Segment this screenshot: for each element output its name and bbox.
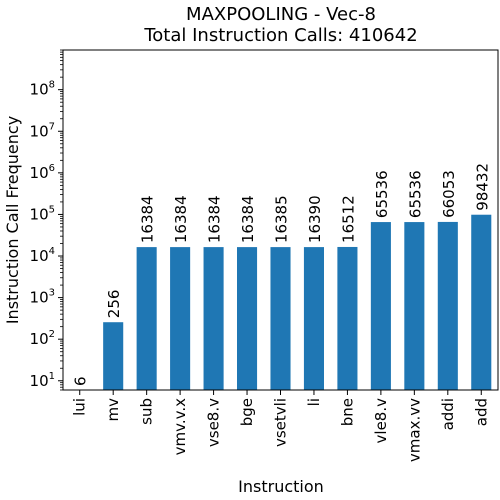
x-tick-label: bge <box>238 398 256 426</box>
x-tick-label: vmv.v.x <box>171 398 189 455</box>
data-label: 16384 <box>206 195 224 243</box>
bar-vle8.v <box>370 222 391 390</box>
y-tick-label: 101 <box>30 371 55 390</box>
x-tick-label: mv <box>104 398 122 422</box>
chart-title: MAXPOOLING - Vec-8 <box>186 4 376 25</box>
x-tick-label: vmax.vv <box>405 398 423 462</box>
data-label: 65536 <box>406 170 424 218</box>
data-label: 16512 <box>339 195 357 243</box>
data-label: 98432 <box>473 163 491 211</box>
x-tick-label: vse8.v <box>205 398 223 447</box>
y-tick-label: 107 <box>30 121 55 140</box>
data-label: 66053 <box>440 170 458 218</box>
bar-vmv.v.x <box>170 247 191 390</box>
chart-subtitle: Total Instruction Calls: 410642 <box>143 25 417 46</box>
y-tick-label: 103 <box>30 288 55 307</box>
x-axis-label: Instruction <box>238 477 324 496</box>
x-tick-label: bne <box>338 398 356 426</box>
y-tick-label: 108 <box>30 80 55 99</box>
y-tick-label: 104 <box>30 246 55 265</box>
bar-bge <box>237 247 258 390</box>
data-label: 256 <box>105 290 123 319</box>
bar-vmax.vv <box>404 222 425 390</box>
data-label: 16384 <box>139 195 157 243</box>
plot-area: 101 102 103 104 105 106 107 108 lui 6 mv 256 sub 1638… <box>30 49 499 462</box>
bar-add <box>471 214 492 390</box>
x-tick-label: vle8.v <box>372 398 390 444</box>
bar-vsetvli <box>270 247 291 390</box>
data-label: 16384 <box>239 195 257 243</box>
bar-vse8.v <box>203 247 224 390</box>
data-label: 16384 <box>172 195 190 243</box>
x-tick-label: vsetvli <box>272 398 290 447</box>
x-tick-label: addi <box>439 398 457 430</box>
data-label: 16390 <box>306 195 324 243</box>
data-label: 16385 <box>273 195 291 243</box>
bar-sub <box>136 247 157 390</box>
x-tick-label: sub <box>138 398 156 425</box>
data-label: 6 <box>72 376 90 386</box>
y-tick-label: 102 <box>30 329 55 348</box>
bar-mv <box>103 322 124 390</box>
x-tick-label: li <box>305 398 323 406</box>
y-axis-label: Instruction Call Frequency <box>3 116 22 324</box>
bar-bne <box>337 246 358 390</box>
x-tick-label: add <box>472 398 490 426</box>
y-tick-label: 106 <box>30 163 55 182</box>
y-tick-label: 105 <box>30 204 55 223</box>
bar-addi <box>437 221 458 390</box>
x-tick-label: lui <box>71 398 89 416</box>
data-label: 65536 <box>373 170 391 218</box>
bar-li <box>303 247 324 390</box>
